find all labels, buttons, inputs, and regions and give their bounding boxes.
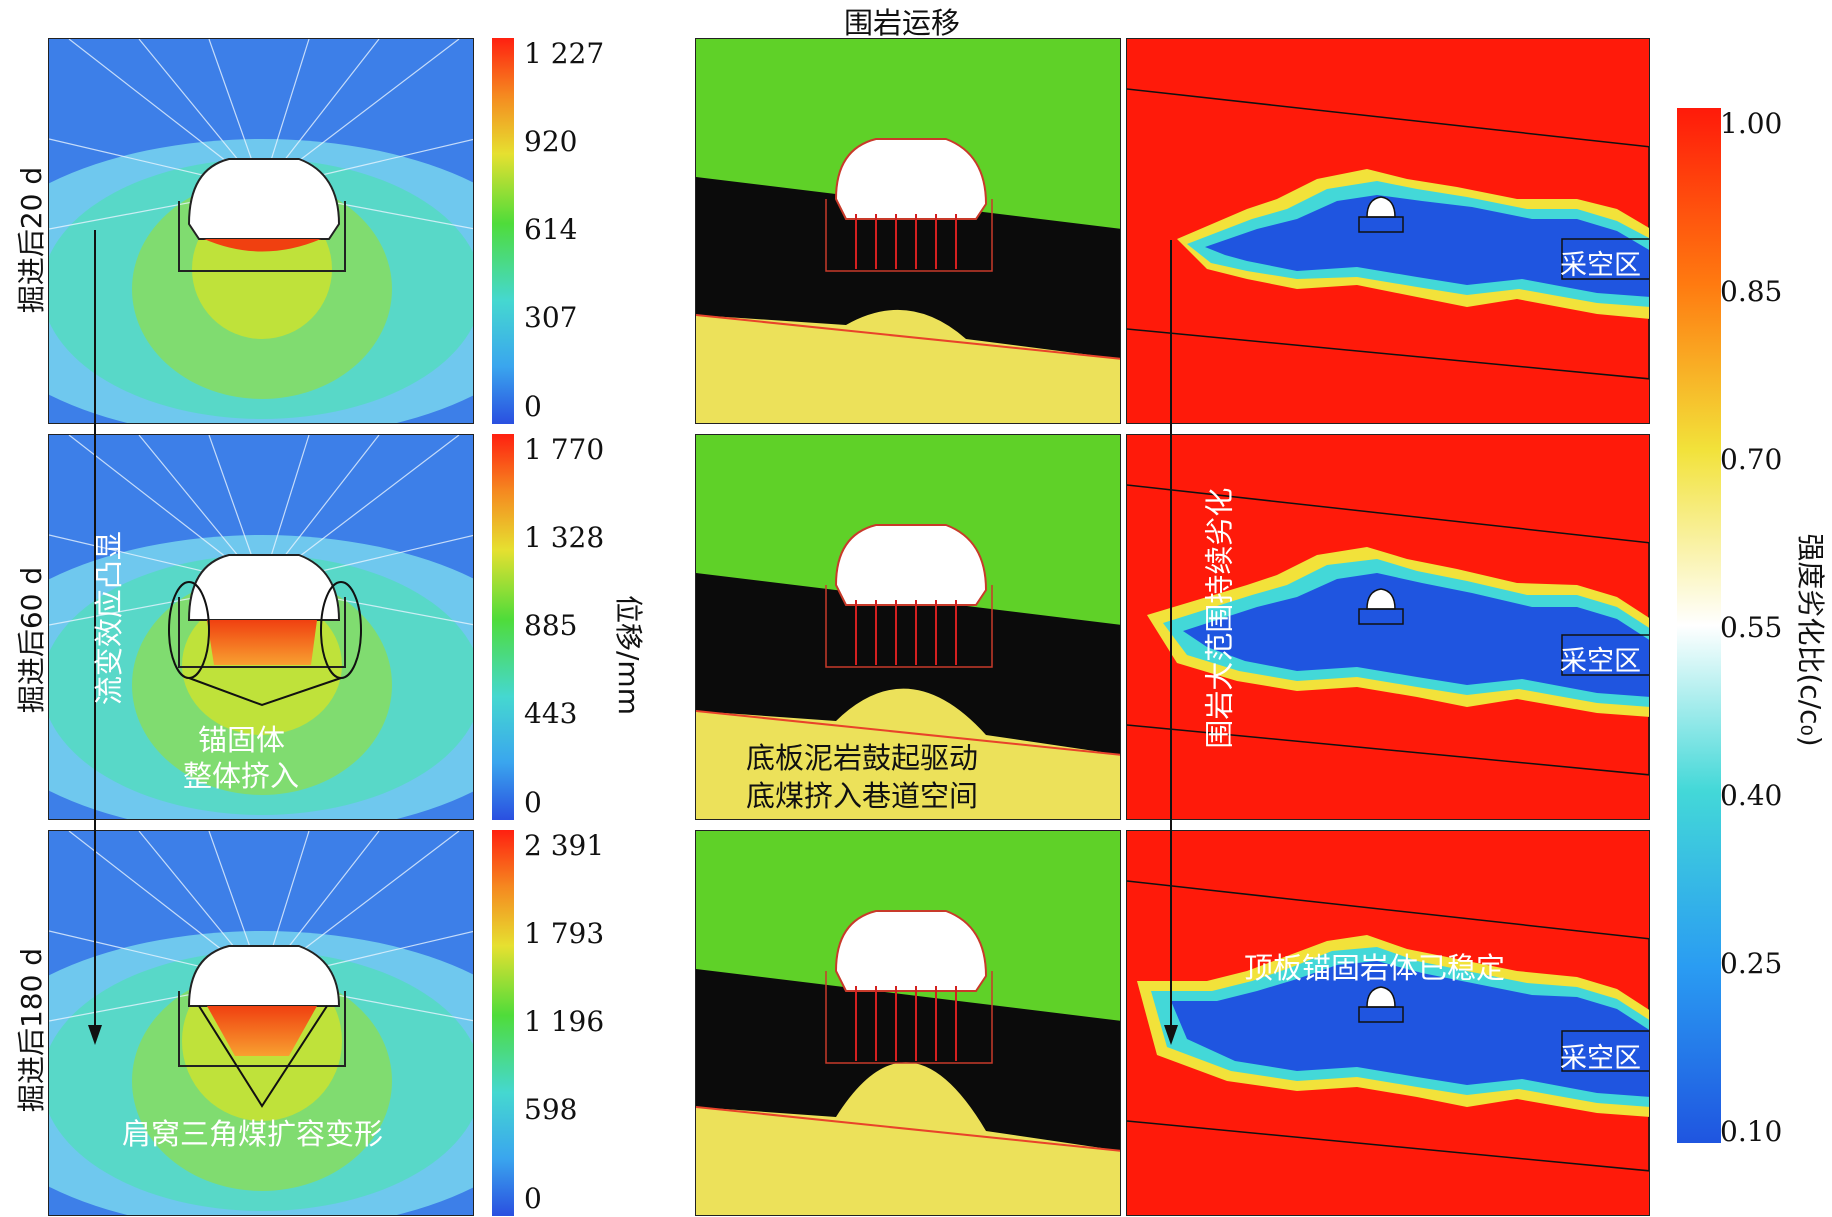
- displacement-panel-60d: [48, 434, 474, 820]
- goaf-label-60d: 采空区: [1560, 646, 1641, 677]
- strength-axis-title: 强度劣化比(c/c₀): [1794, 533, 1827, 747]
- strength-tick-4: 0.40: [1720, 779, 1783, 812]
- cb2-tick-1: 1 328: [524, 521, 605, 554]
- movement-panel-180d: [695, 830, 1121, 1216]
- strength-tick-0: 1.00: [1720, 107, 1783, 140]
- annotation-shoulder-coal: 肩窝三角煤扩容变形: [122, 1117, 384, 1151]
- strength-tick-6: 0.10: [1720, 1115, 1783, 1148]
- cb2-tick-2: 885: [524, 609, 578, 642]
- strength-panel-60d: [1126, 434, 1650, 820]
- strength-tick-2: 0.70: [1720, 443, 1783, 476]
- cb2-tick-0: 1 770: [524, 433, 605, 466]
- displacement-colorbar-60d: [492, 434, 514, 820]
- strength-tick-1: 0.85: [1720, 275, 1783, 308]
- strength-panel-180d: [1126, 830, 1650, 1216]
- annotation-floor-heave-2: 底煤挤入巷道空间: [746, 779, 979, 813]
- movement-panel-60d: [695, 434, 1121, 820]
- goaf-label-180d: 采空区: [1560, 1043, 1641, 1074]
- cb2-tick-4: 0: [524, 786, 542, 819]
- row-label-180d: 掘进后180 d: [15, 947, 48, 1113]
- cb1-tick-0: 1 227: [524, 37, 605, 70]
- annotation-floor-heave-1: 底板泥岩鼓起驱动: [746, 741, 979, 775]
- annotation-continuous-deterioration: 围岩大范围持续劣化: [1202, 487, 1237, 749]
- cb3-tick-3: 598: [524, 1093, 578, 1126]
- cb2-tick-3: 443: [524, 697, 578, 730]
- annotation-anchor-squeeze-2: 整体挤入: [183, 759, 300, 793]
- cb1-tick-2: 614: [524, 213, 578, 246]
- deterioration-arrow: [1164, 240, 1178, 1045]
- strength-tick-5: 0.25: [1720, 947, 1783, 980]
- annotation-anchor-squeeze-1: 锚固体: [198, 723, 286, 757]
- strength-panel-20d: [1126, 38, 1650, 424]
- goaf-label-20d: 采空区: [1560, 250, 1641, 281]
- displacement-panel-20d: [48, 38, 474, 424]
- top-title: 围岩运移: [844, 6, 961, 40]
- displacement-panel-180d: [48, 830, 474, 1216]
- cb3-tick-2: 1 196: [524, 1005, 605, 1038]
- row-label-60d: 掘进后60 d: [15, 566, 48, 714]
- rheology-arrow: [88, 230, 102, 1045]
- cb3-tick-0: 2 391: [524, 829, 605, 862]
- cb1-tick-3: 307: [524, 301, 578, 334]
- displacement-axis-title: 位移/mm: [612, 595, 645, 715]
- cb1-tick-1: 920: [524, 125, 578, 158]
- annotation-roof-stable: 顶板锚固岩体已稳定: [1244, 951, 1506, 985]
- displacement-colorbar-180d: [492, 830, 514, 1216]
- movement-panel-20d: [695, 38, 1121, 424]
- annotation-rheology: 流变效应凸显: [91, 531, 126, 706]
- strength-tick-3: 0.55: [1720, 611, 1783, 644]
- strength-colorbar: [1677, 108, 1721, 1143]
- cb3-tick-1: 1 793: [524, 917, 605, 950]
- cb1-tick-4: 0: [524, 390, 542, 423]
- displacement-colorbar-20d: [492, 38, 514, 424]
- cb3-tick-4: 0: [524, 1182, 542, 1215]
- row-label-20d: 掘进后20 d: [15, 166, 48, 314]
